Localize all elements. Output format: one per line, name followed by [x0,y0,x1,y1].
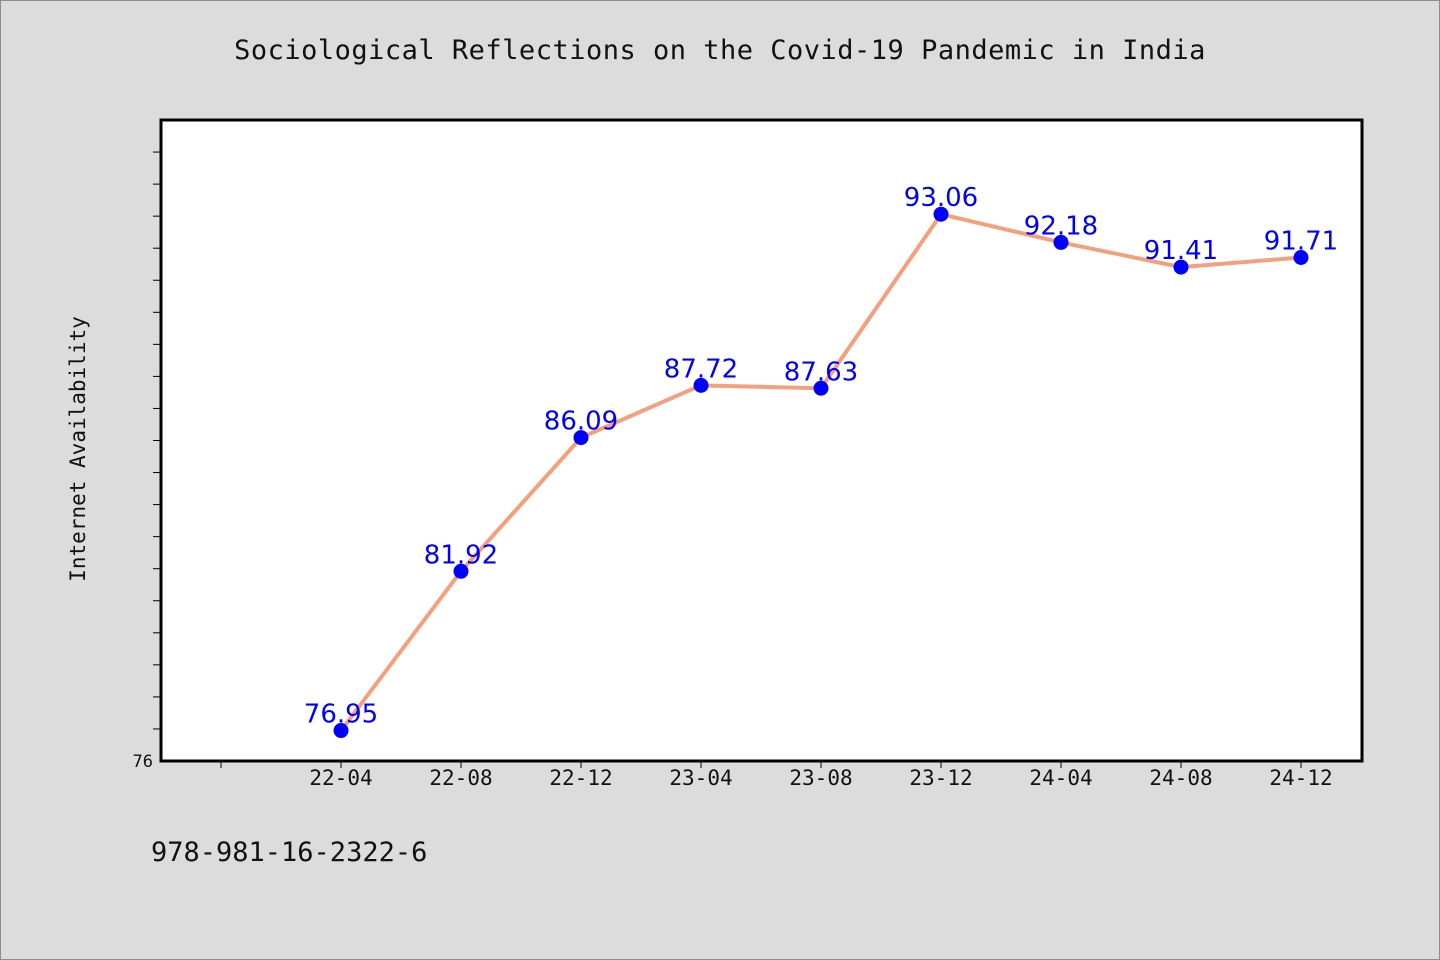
data-label: 92.18 [1024,211,1098,241]
data-label: 91.41 [1144,236,1218,266]
data-point [1173,259,1189,275]
data-label: 93.06 [904,183,978,213]
data-label: 81.92 [424,540,498,570]
y-tick-label: 76 [133,752,153,772]
data-label: 87.63 [784,357,858,387]
data-label: 87.72 [664,354,738,384]
footer-code: 978-981-16-2322-6 [151,837,428,868]
plot-area [159,118,1364,763]
data-label: 86.09 [544,407,618,437]
data-point [453,563,469,579]
series-layer: 76.95 81.92 86.09 87.72 87.63 93.06 92.18 91.41… [304,183,1338,739]
data-label: 91.71 [1264,226,1338,256]
x-tick-label: 22-04 [309,766,372,790]
x-tick-label: 23-08 [789,766,852,790]
x-tick-label: 23-12 [909,766,972,790]
data-point [933,206,949,222]
x-tick-label: 24-12 [1269,766,1332,790]
x-tick-label: 23-04 [669,766,732,790]
data-point [573,430,589,446]
data-label: 76.95 [304,700,378,730]
data-point [1293,249,1309,265]
x-tick-label: 22-12 [549,766,612,790]
y-axis-label: Internet Availability [66,316,90,582]
data-point [813,380,829,396]
x-tick-label: 24-04 [1029,766,1092,790]
data-point [693,377,709,393]
y-axis: 76 [133,151,161,772]
x-tick-label: 22-08 [429,766,492,790]
chart-title: Sociological Reflections on the Covid-19… [234,35,1206,66]
x-axis: 22-04 22-08 22-12 23-04 23-08 23-12 24-04 24-08… [220,761,1333,790]
data-point [1053,234,1069,250]
data-point [333,723,349,739]
x-tick-label: 24-08 [1149,766,1212,790]
